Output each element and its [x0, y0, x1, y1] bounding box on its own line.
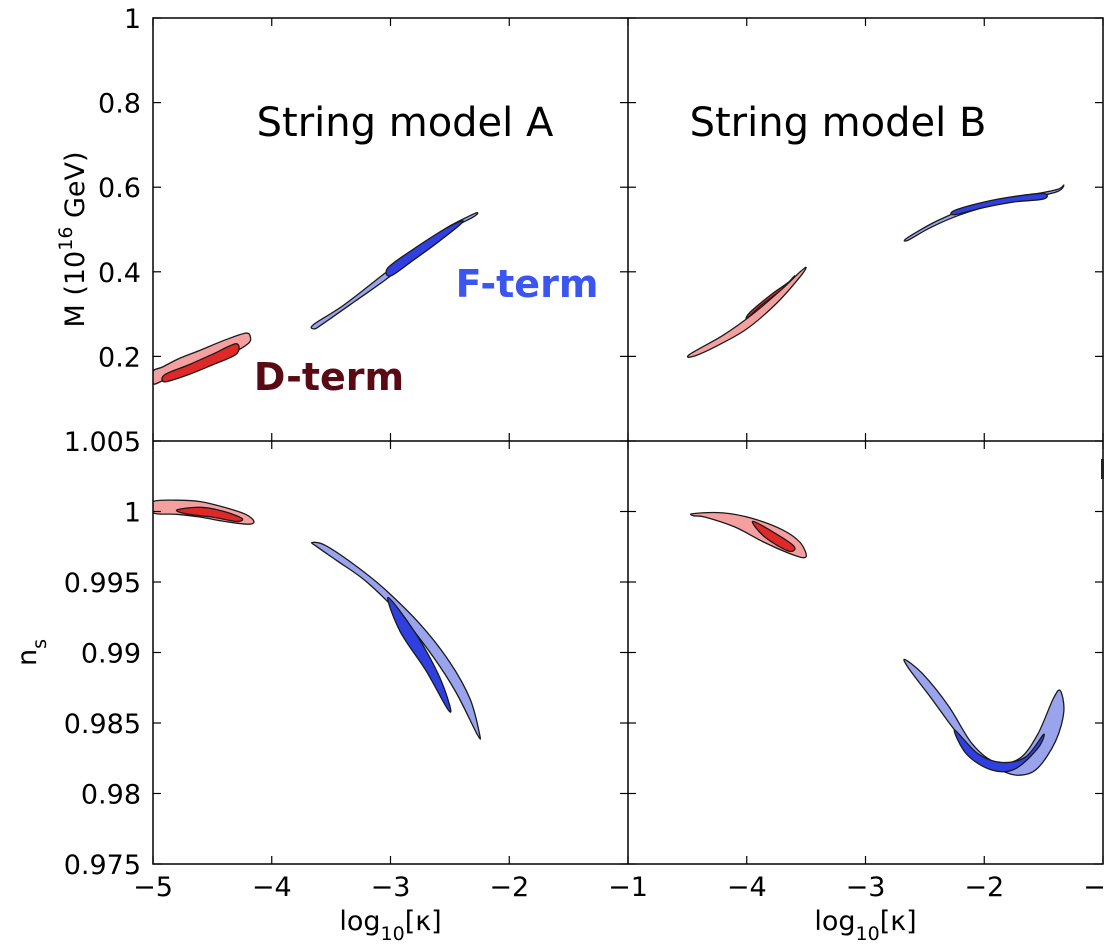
bottom-right-d-term-outer-contour: [689, 511, 807, 559]
top-y-axis-label: M (1016 GeV): [55, 151, 91, 327]
x-tick-label: −3: [846, 872, 886, 903]
top-right-d-term-outer-contour: [686, 266, 807, 358]
panel-title-b: String model B: [690, 100, 987, 146]
bottom-left-contours: [153, 499, 482, 740]
bottom-y-tick-label: 1: [124, 498, 141, 529]
bottom-y-tick-label: 0.99: [81, 639, 141, 670]
top-y-tick-label: 0.6: [98, 173, 141, 204]
bottom-y-tick-label: 1.005: [64, 427, 141, 458]
top-left-f-term-inner-contour: [385, 220, 464, 277]
panel-title-a: String model A: [257, 100, 554, 146]
bottom-right-f-term-inner-contour: [953, 729, 1045, 773]
x-tick-label: −3: [371, 872, 411, 903]
x-tick-label: −4: [252, 872, 292, 903]
top-y-tick-label: 0.4: [98, 258, 141, 289]
contour-layer: [153, 184, 1065, 776]
text-layer: 0.2 0.4 0.6 0.8 1 0.975 0.98 0.985 0.99 0.995 1 1.0…: [12, 4, 1107, 945]
top-right-f-term-inner-contour: [950, 192, 1048, 216]
x-tick-label: −1: [608, 872, 648, 903]
top-left-contours: [153, 211, 479, 385]
bottom-left-f-term-inner-contour: [387, 596, 452, 713]
top-right-d-term-inner-contour: [745, 275, 796, 320]
bottom-y-tick-label: 0.995: [64, 568, 141, 599]
bottom-right-d-term-inner-contour: [751, 520, 796, 553]
bottom-right-contours: [689, 511, 1065, 776]
bottom-y-tick-label: 0.98: [81, 780, 141, 811]
edge-artifact-mark: [1101, 459, 1104, 479]
x-tick-label: −2: [489, 872, 529, 903]
bottom-y-tick-label: 0.975: [64, 850, 141, 881]
d-term-annotation: D-term: [254, 355, 404, 399]
top-right-contours: [686, 184, 1065, 358]
x-tick-label: −4: [727, 872, 767, 903]
x-tick-label: −1: [1083, 872, 1107, 903]
top-y-tick-label: 0.2: [98, 342, 141, 373]
top-y-tick-label: 1: [124, 4, 141, 35]
bottom-y-tick-label: 0.985: [64, 709, 141, 740]
bottom-left-f-term-outer-contour: [311, 541, 482, 740]
bottom-y-axis-label: ns: [12, 639, 51, 666]
top-left-d-term-inner-contour: [161, 343, 240, 383]
x-tick-label: −5: [133, 872, 173, 903]
bottom-left-x-axis-label: log10[κ]: [339, 906, 441, 945]
x-tick-label: −2: [964, 872, 1004, 903]
bottom-left-d-term-inner-contour: [175, 506, 244, 523]
f-term-annotation: F-term: [456, 262, 599, 306]
frame-layer: [152, 17, 1104, 865]
top-y-tick-label: 0.8: [98, 89, 141, 120]
bottom-right-x-axis-label: log10[κ]: [814, 906, 916, 945]
